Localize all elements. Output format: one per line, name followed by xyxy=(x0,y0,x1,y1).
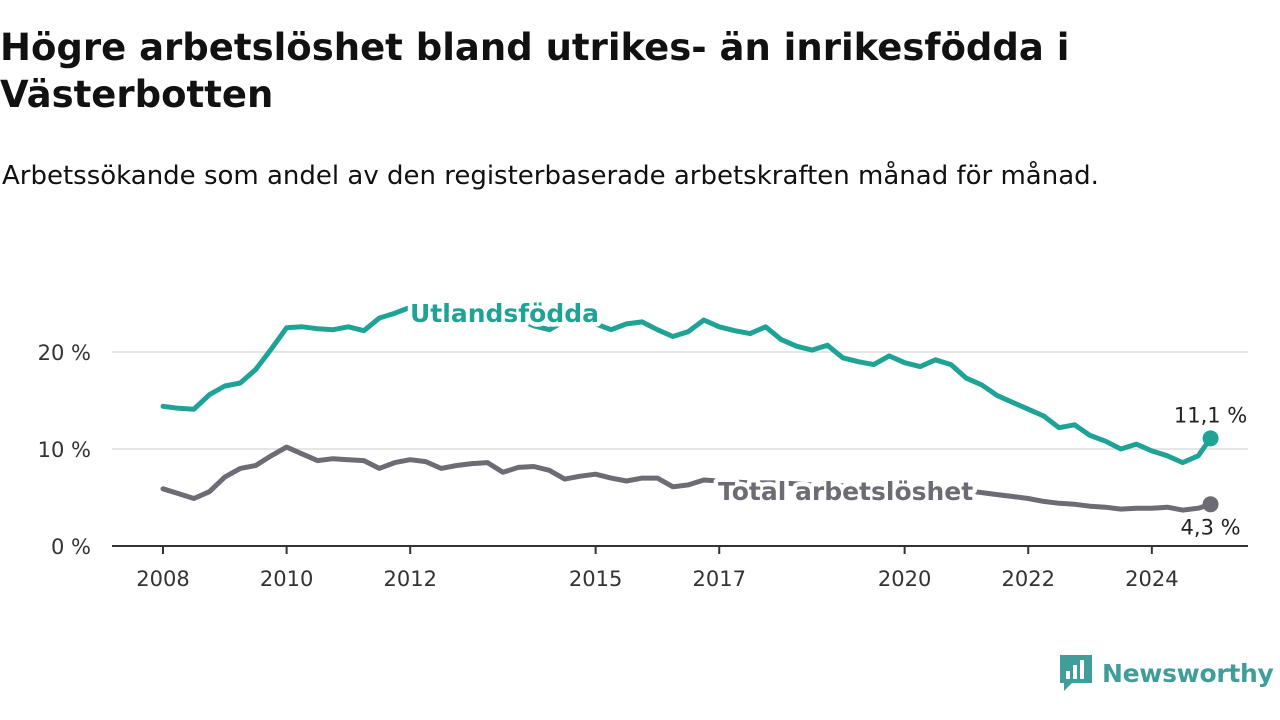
series-line-total xyxy=(160,444,1214,513)
series-line-utlandsfodda xyxy=(160,302,1214,466)
x-tick-label: 2022 xyxy=(1002,567,1055,591)
newsworthy-logo-icon xyxy=(1060,655,1092,691)
x-tick-label: 2012 xyxy=(383,567,436,591)
x-tick-label: 2015 xyxy=(569,567,622,591)
x-tick-label: 2017 xyxy=(692,567,745,591)
brand-name: Newsworthy xyxy=(1102,658,1274,688)
x-tick-label: 2008 xyxy=(136,567,189,591)
x-tick-label: 2024 xyxy=(1125,567,1178,591)
y-tick-label: 20 % xyxy=(38,341,91,365)
end-value-label: 4,3 % xyxy=(1181,515,1241,539)
brand: Newsworthy xyxy=(1058,653,1274,693)
chart-subtitle: Arbetssökande som andel av den registerb… xyxy=(2,161,1099,191)
chart-title: Högre arbetslöshet bland utrikes- än inr… xyxy=(0,26,1070,116)
series-label-total: Total arbetslöshet xyxy=(718,477,973,506)
series-end-point xyxy=(1202,430,1219,447)
y-axis: 0 % 10 % 20 % xyxy=(38,341,91,559)
series-label-utlandsfodda: Utlandsfödda xyxy=(410,299,599,328)
y-tick-label: 0 % xyxy=(51,535,91,559)
x-tick-label: 2020 xyxy=(878,567,931,591)
series-end-point xyxy=(1202,496,1219,513)
y-tick-label: 10 % xyxy=(38,438,91,462)
x-tick-label: 2010 xyxy=(260,567,313,591)
series-labels: 11,1 % 4,3 % Utlandsfödda Total arbetslöshe… xyxy=(406,295,1248,540)
series-layer xyxy=(160,302,1219,513)
x-axis: 2008 2010 2012 2015 2017 2020 2022 2024 xyxy=(112,545,1248,591)
end-value-label: 11,1 % xyxy=(1174,403,1247,427)
grid-layer xyxy=(112,351,1248,450)
